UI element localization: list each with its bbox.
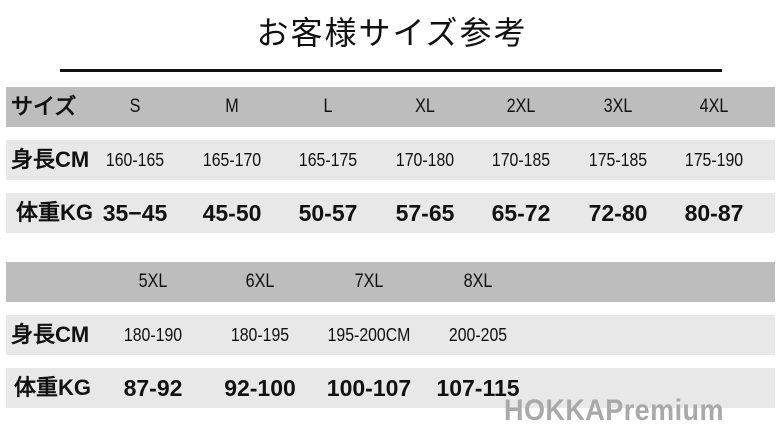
weight-cell: 72-80 bbox=[588, 200, 648, 226]
size-cell: L bbox=[323, 96, 333, 117]
height-row: 身長CM bbox=[6, 315, 775, 355]
size-cell: 4XL bbox=[699, 96, 729, 117]
size-header-row: サイズ bbox=[6, 87, 775, 127]
weight-cell: 80-87 bbox=[684, 200, 744, 226]
height-cell: 180-190 bbox=[123, 325, 183, 345]
weight-row: 体重KG bbox=[6, 193, 775, 233]
page-title: お客様サイズ参考 bbox=[256, 14, 528, 52]
weight-label: 体重KG bbox=[16, 200, 94, 225]
size-cell: 5XL bbox=[138, 271, 168, 292]
weight-cell: 57-65 bbox=[395, 200, 455, 226]
size-label: サイズ bbox=[11, 94, 77, 119]
size-cell: 6XL bbox=[245, 271, 275, 292]
size-cell: 3XL bbox=[603, 96, 633, 117]
height-cell: 160-165 bbox=[105, 150, 165, 170]
weight-cell: 45-50 bbox=[202, 200, 262, 226]
size-cell: 2XL bbox=[506, 96, 536, 117]
height-cell: 170-185 bbox=[491, 150, 551, 170]
height-cell: 165-175 bbox=[298, 150, 358, 170]
size-header-row bbox=[6, 262, 775, 302]
watermark-logo: HOKKAPremium bbox=[504, 394, 724, 427]
size-cell: M bbox=[225, 96, 239, 117]
weight-cell: 107-115 bbox=[436, 375, 520, 401]
size-cell: XL bbox=[415, 96, 435, 117]
height-row: 身長CM bbox=[6, 140, 775, 180]
size-cell: S bbox=[129, 96, 141, 117]
height-cell: 170-180 bbox=[395, 150, 455, 170]
weight-cell: 87-92 bbox=[123, 375, 183, 401]
title-divider bbox=[60, 69, 722, 72]
weight-cell: 92-100 bbox=[224, 375, 296, 401]
weight-cell: 50-57 bbox=[298, 200, 358, 226]
height-label: 身長CM bbox=[11, 322, 90, 347]
weight-cell: 35−45 bbox=[102, 200, 168, 226]
weight-cell: 100-107 bbox=[326, 375, 412, 401]
weight-cell: 65-72 bbox=[491, 200, 551, 226]
height-cell: 180-195 bbox=[230, 325, 290, 345]
weight-label: 体重KG bbox=[14, 375, 92, 400]
size-cell: 7XL bbox=[354, 271, 384, 292]
height-cell: 175-185 bbox=[588, 150, 648, 170]
height-cell: 175-190 bbox=[684, 150, 744, 170]
height-cell: 165-170 bbox=[202, 150, 262, 170]
height-label: 身長CM bbox=[11, 147, 90, 172]
size-cell: 8XL bbox=[463, 271, 493, 292]
weight-row: 体重KG bbox=[6, 368, 775, 408]
height-cell: 200-205 bbox=[448, 325, 508, 345]
height-cell: 195-200CM bbox=[327, 325, 411, 345]
